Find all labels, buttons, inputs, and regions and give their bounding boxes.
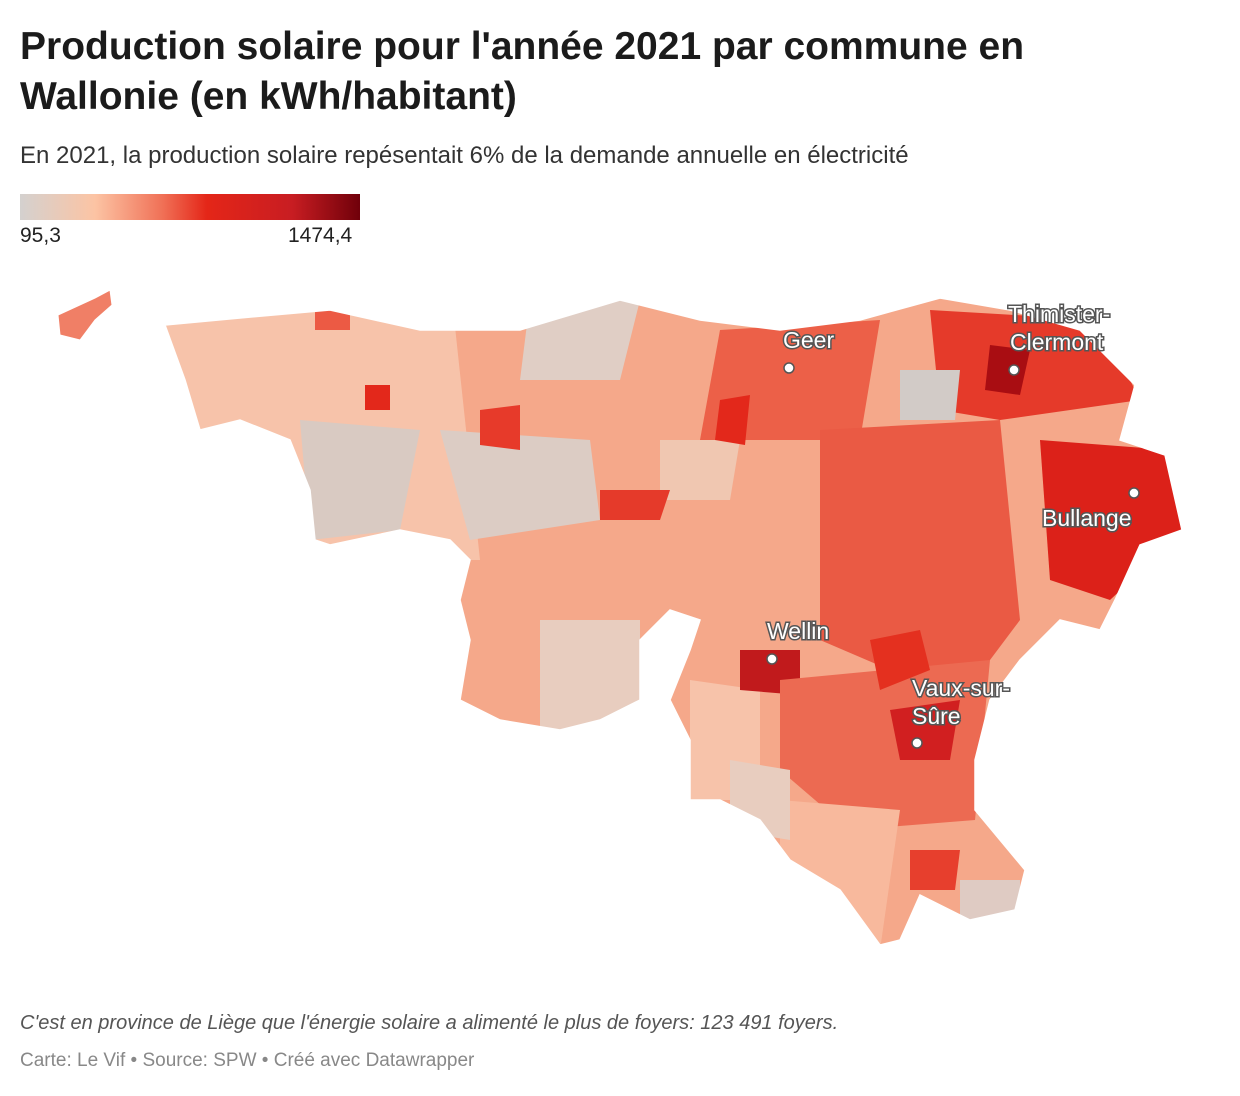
color-legend-bar — [20, 194, 360, 220]
marker-label: Vaux-sur- — [912, 675, 1010, 701]
chart-title: Production solaire pour l'année 2021 par… — [20, 25, 1025, 118]
marker-label: Geer — [783, 327, 834, 353]
chart-subtitle: En 2021, la production solaire repésenta… — [20, 142, 909, 169]
legend-min-label: 95,3 — [20, 224, 61, 247]
enclave-region — [57, 289, 113, 341]
marker-thimister-clermont[interactable]: Thimister- Clermont — [1007, 300, 1112, 376]
location-dot-icon — [911, 737, 923, 749]
marker-label-line2: Sûre — [912, 703, 961, 729]
location-dot-icon — [783, 362, 795, 374]
legend-max-label: 1474,4 — [288, 224, 353, 247]
footnote: C'est en province de Liège que l'énergie… — [20, 1012, 839, 1034]
communes-layer — [165, 298, 1182, 945]
marker-label: Thimister- — [1008, 301, 1110, 327]
location-dot-icon — [766, 653, 778, 665]
marker-label-line2: Clermont — [1010, 329, 1104, 355]
location-dot-icon — [1128, 487, 1140, 499]
marker-label: Wellin — [767, 618, 829, 644]
marker-geer[interactable]: Geer — [782, 326, 836, 374]
marker-bullange[interactable]: Bullange — [1041, 487, 1140, 533]
marker-vaux-sur-sure[interactable]: Vaux-sur- Sûre — [911, 674, 1012, 749]
location-dot-icon — [1008, 364, 1020, 376]
marker-label: Bullange — [1042, 505, 1132, 531]
source-credit: Carte: Le Vif • Source: SPW • Créé avec … — [20, 1050, 475, 1071]
marker-wellin[interactable]: Wellin — [766, 617, 831, 665]
